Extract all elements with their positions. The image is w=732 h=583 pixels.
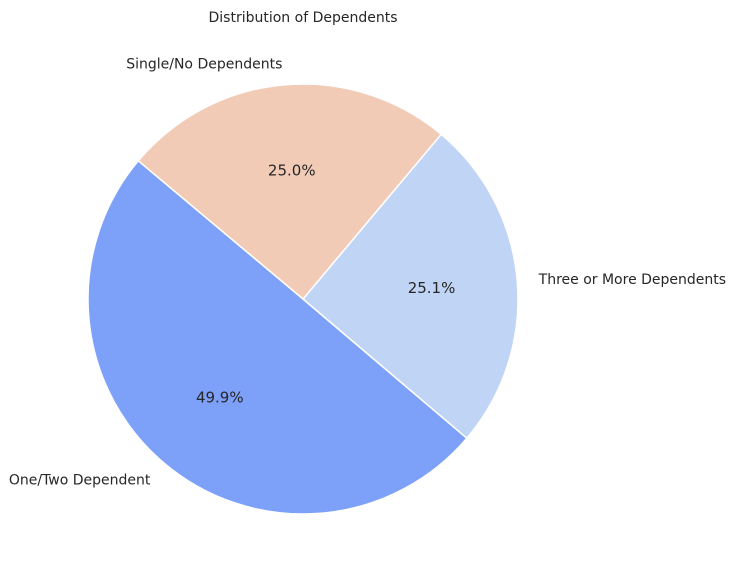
chart-title: Distribution of Dependents [209, 10, 398, 26]
pie-slice-label-2: Single/No Dependents [126, 56, 282, 72]
pie-slice-percent-2: 25.0% [268, 161, 316, 179]
pie-slice-2 [137, 83, 443, 301]
pie-slice-percent-1: 25.1% [408, 279, 456, 297]
pie-slices [87, 83, 519, 515]
pie-slice-0 [87, 159, 468, 515]
pie-slice-label-1: Three or More Dependents [538, 272, 726, 288]
pie-slice-label-0: One/Two Dependent [9, 473, 151, 489]
pie-labels: 49.9% One/Two Dependent 25.1% Three or More… [9, 56, 726, 488]
pie-slice-1 [301, 133, 519, 440]
pie-slice-percent-0: 49.9% [196, 389, 244, 407]
